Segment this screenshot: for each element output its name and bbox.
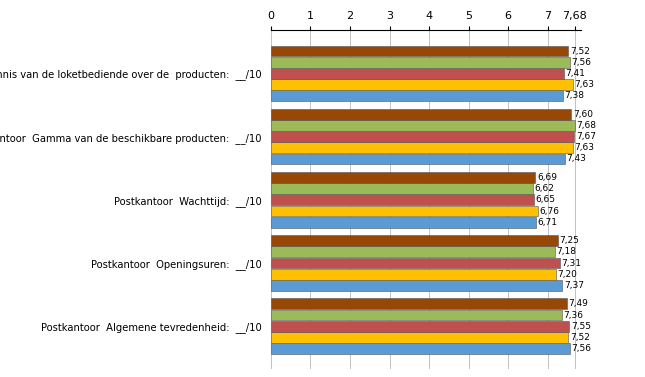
Bar	[271, 205, 538, 216]
Bar	[271, 57, 570, 67]
Text: 7,25: 7,25	[559, 236, 579, 245]
Text: 7,43: 7,43	[566, 155, 586, 164]
Text: 7,18: 7,18	[557, 247, 577, 256]
Text: 7,52: 7,52	[570, 333, 590, 342]
Bar	[271, 247, 555, 257]
Bar	[271, 143, 573, 153]
Bar	[271, 332, 568, 343]
Bar	[271, 269, 555, 280]
Bar	[271, 280, 562, 291]
Bar	[271, 183, 533, 194]
Bar	[271, 257, 560, 268]
Bar	[271, 217, 536, 228]
Bar	[271, 172, 535, 183]
Text: 7,38: 7,38	[564, 91, 584, 100]
Bar	[271, 131, 574, 142]
Bar	[271, 153, 564, 164]
Text: 7,56: 7,56	[571, 344, 591, 353]
Bar	[271, 120, 575, 131]
Bar	[271, 321, 570, 332]
Text: 7,52: 7,52	[570, 46, 590, 55]
Text: 6,71: 6,71	[538, 218, 558, 227]
Text: 7,60: 7,60	[573, 110, 593, 119]
Bar	[271, 310, 562, 320]
Text: 6,76: 6,76	[540, 207, 560, 216]
Text: 7,63: 7,63	[574, 143, 594, 152]
Bar	[271, 343, 570, 354]
Text: 7,31: 7,31	[562, 259, 582, 268]
Text: 7,49: 7,49	[569, 299, 588, 308]
Text: 7,36: 7,36	[564, 311, 584, 320]
Text: 7,67: 7,67	[576, 132, 596, 141]
Text: 7,20: 7,20	[557, 270, 577, 279]
Text: 6,65: 6,65	[535, 195, 555, 204]
Bar	[271, 90, 562, 101]
Text: 7,37: 7,37	[564, 281, 584, 290]
Bar	[271, 235, 557, 246]
Bar	[271, 46, 568, 57]
Text: 7,55: 7,55	[571, 322, 591, 331]
Text: 6,69: 6,69	[537, 173, 557, 182]
Bar	[271, 109, 571, 120]
Text: 7,68: 7,68	[576, 121, 596, 130]
Text: 6,62: 6,62	[534, 184, 554, 193]
Bar	[271, 195, 534, 205]
Bar	[271, 299, 567, 309]
Bar	[271, 68, 564, 79]
Text: 7,56: 7,56	[571, 58, 591, 67]
Text: 7,63: 7,63	[574, 80, 594, 89]
Text: 7,41: 7,41	[566, 69, 586, 78]
Bar	[271, 79, 573, 90]
